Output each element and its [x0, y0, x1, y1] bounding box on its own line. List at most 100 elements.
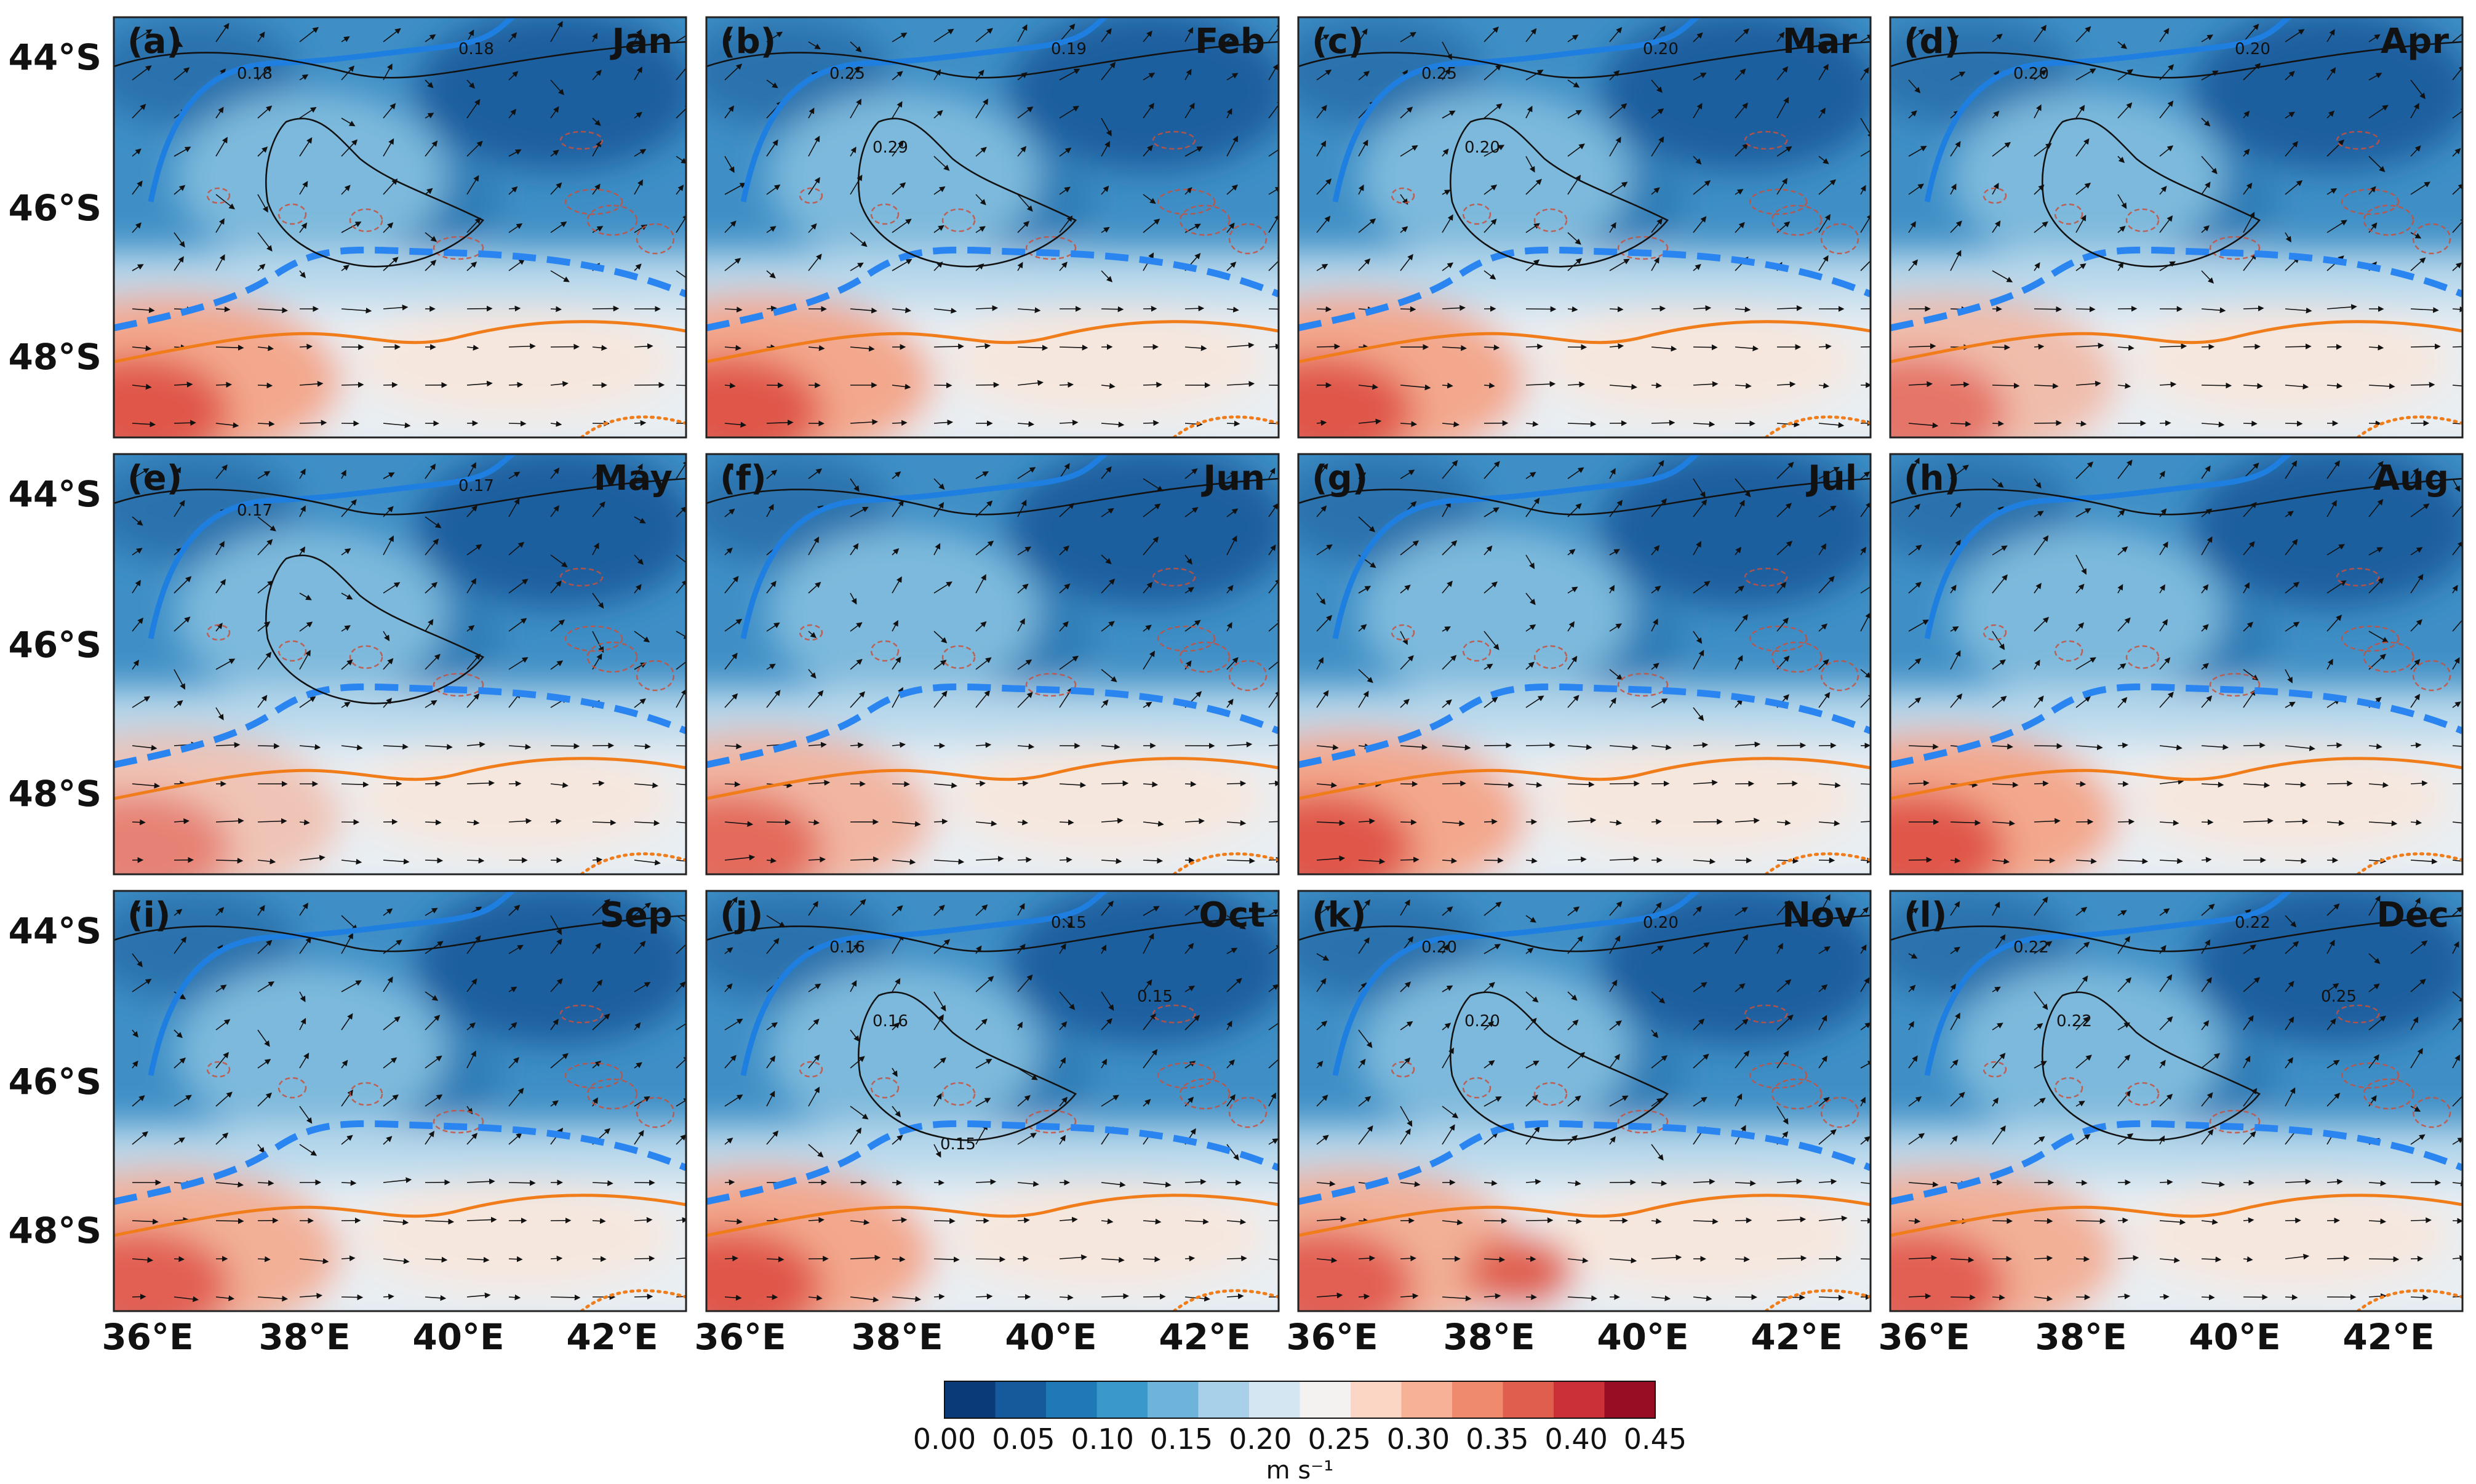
eddy-contours: [206, 567, 675, 697]
longitude-tick-label: 38°E: [2035, 1316, 2127, 1358]
eddy-contours: [1391, 567, 1859, 697]
black-contours: [706, 477, 1279, 516]
month-label: Mar: [1783, 22, 1858, 62]
black-contours: [114, 914, 686, 952]
current-vectors: [132, 899, 686, 1302]
longitude-tick-label: 36°E: [1878, 1316, 1970, 1358]
map-panel-jun: (f) Jun: [705, 453, 1280, 876]
current-vectors: [724, 463, 1279, 865]
colorbar: 0.00 0.05 0.10 0.15 0.20 0.25 0.30 0.35 0.40 0.45…: [913, 1381, 1687, 1484]
black-contours: [114, 477, 686, 704]
orange-front: [706, 757, 1279, 800]
month-label: Feb: [1195, 22, 1265, 62]
longitude-tick-label: 42°E: [1159, 1316, 1250, 1358]
colorbar-tick-label: 0.10: [1071, 1422, 1133, 1456]
eddy-contours: [206, 1004, 675, 1134]
current-vectors: [1316, 25, 1871, 428]
panel-grid: 0.18 0.18 (a) Jan 44°S 46°S 48°S 0.25 0.19 0.29 (b…: [9, 16, 2464, 1358]
orange-dotted-contour: [1172, 415, 1279, 437]
colorbar-segment: [1554, 1381, 1605, 1418]
longitude-tick-label: 40°E: [1597, 1316, 1688, 1358]
colorbar-segment: [1096, 1381, 1148, 1418]
panel-frame: [1889, 890, 2464, 1312]
month-label: Apr: [2381, 22, 2449, 62]
map-panel-dec: 0.22 0.22 0.22 0.25 (l) Dec 36°E 38°E 40°E 42°E: [1878, 890, 2464, 1358]
orange-dotted-contour: [1764, 1289, 1871, 1311]
panel-frame: [1297, 890, 1872, 1312]
longitude-tick-label: 42°E: [1751, 1316, 1842, 1358]
colorbar-segment: [1148, 1381, 1199, 1418]
map-panel-nov: 0.20 0.20 0.20 (k) Nov 36°E 38°E 40°E 42°E: [1286, 890, 1872, 1358]
panel-label: (k): [1312, 895, 1366, 935]
panel-label: (a): [127, 22, 182, 62]
orange-dotted-contour: [580, 1289, 686, 1311]
velocity-field: [1890, 454, 2462, 874]
colorbar-segment: [1351, 1381, 1402, 1418]
month-label: Oct: [1199, 895, 1265, 935]
panel-frame: [705, 890, 1280, 1312]
orange-front: [1298, 757, 1871, 800]
velocity-field: 0.22 0.22 0.22 0.25: [1890, 891, 2462, 1311]
contour-label: 0.22: [2056, 1012, 2092, 1031]
orange-front: [114, 1194, 686, 1237]
latitude-tick-label: 48°S: [9, 773, 102, 815]
contour-label: 0.20: [1421, 938, 1457, 957]
dashed-front: [1890, 246, 2462, 332]
eddy-contours: [1983, 567, 2451, 697]
longitude-tick-label: 40°E: [412, 1316, 504, 1358]
month-label: Aug: [2373, 458, 2449, 498]
colorbar-tick-label: 0.05: [992, 1422, 1055, 1456]
panel-frame: [705, 16, 1280, 439]
orange-front: [1298, 1194, 1871, 1237]
map-panel-jul: (g) Jul: [1297, 453, 1872, 876]
orange-dotted-contour: [1172, 1289, 1279, 1311]
velocity-field: 0.20 0.20: [1890, 17, 2462, 437]
northern-front: [740, 17, 1109, 202]
dashed-front: [1298, 246, 1871, 332]
black-contours: [706, 41, 1279, 268]
northern-front: [740, 891, 1109, 1076]
colorbar-tick-label: 0.40: [1544, 1422, 1607, 1456]
contour-label: 0.15: [940, 1135, 976, 1154]
current-vectors: [1908, 457, 2462, 864]
orange-dotted-contour: [1764, 415, 1871, 437]
northern-front: [1924, 891, 2293, 1076]
velocity-field: [1298, 454, 1871, 874]
velocity-field: 0.25 0.20 0.20: [1298, 17, 1871, 437]
longitude-tick-label: 38°E: [851, 1316, 943, 1358]
contour-label: 0.25: [1421, 65, 1457, 83]
orange-front: [706, 320, 1279, 364]
contour-label: 0.29: [873, 138, 908, 157]
dashed-front: [706, 683, 1279, 768]
map-panel-mar: 0.25 0.20 0.20 (c) Mar: [1297, 16, 1872, 439]
longitude-tick-label: 42°E: [2342, 1316, 2434, 1358]
northern-front: [148, 454, 517, 639]
longitude-tick-label: 36°E: [102, 1316, 193, 1358]
velocity-field: [706, 454, 1279, 874]
orange-dotted-contour: [1764, 852, 1871, 874]
orange-dotted-contour: [2356, 1289, 2462, 1311]
colorbar-segment: [1198, 1381, 1250, 1418]
latitude-tick-label: 46°S: [9, 1061, 102, 1103]
colorbar-segment: [1503, 1381, 1554, 1418]
black-contours: [1298, 914, 1871, 1141]
contour-label: 0.20: [1643, 40, 1679, 58]
eddy-contours: [799, 567, 1268, 697]
month-label: Jul: [1805, 458, 1857, 498]
orange-front: [1298, 320, 1871, 364]
colorbar-tick-label: 0.15: [1150, 1422, 1213, 1456]
dashed-front: [114, 683, 686, 768]
dashed-front: [1890, 1120, 2462, 1205]
current-vectors: [1908, 23, 2462, 429]
panel-label: (l): [1904, 895, 1947, 935]
contour-label: 0.20: [1464, 1012, 1500, 1031]
contour-label: 0.17: [458, 477, 494, 495]
black-contours: [1298, 41, 1871, 268]
longitude-tick-label: 40°E: [1005, 1316, 1096, 1358]
orange-front: [114, 320, 686, 364]
northern-front: [1924, 17, 2293, 202]
map-panel-apr: 0.20 0.20 (d) Apr: [1889, 16, 2464, 439]
orange-front: [1890, 320, 2462, 364]
latitude-tick-label: 44°S: [9, 910, 102, 952]
